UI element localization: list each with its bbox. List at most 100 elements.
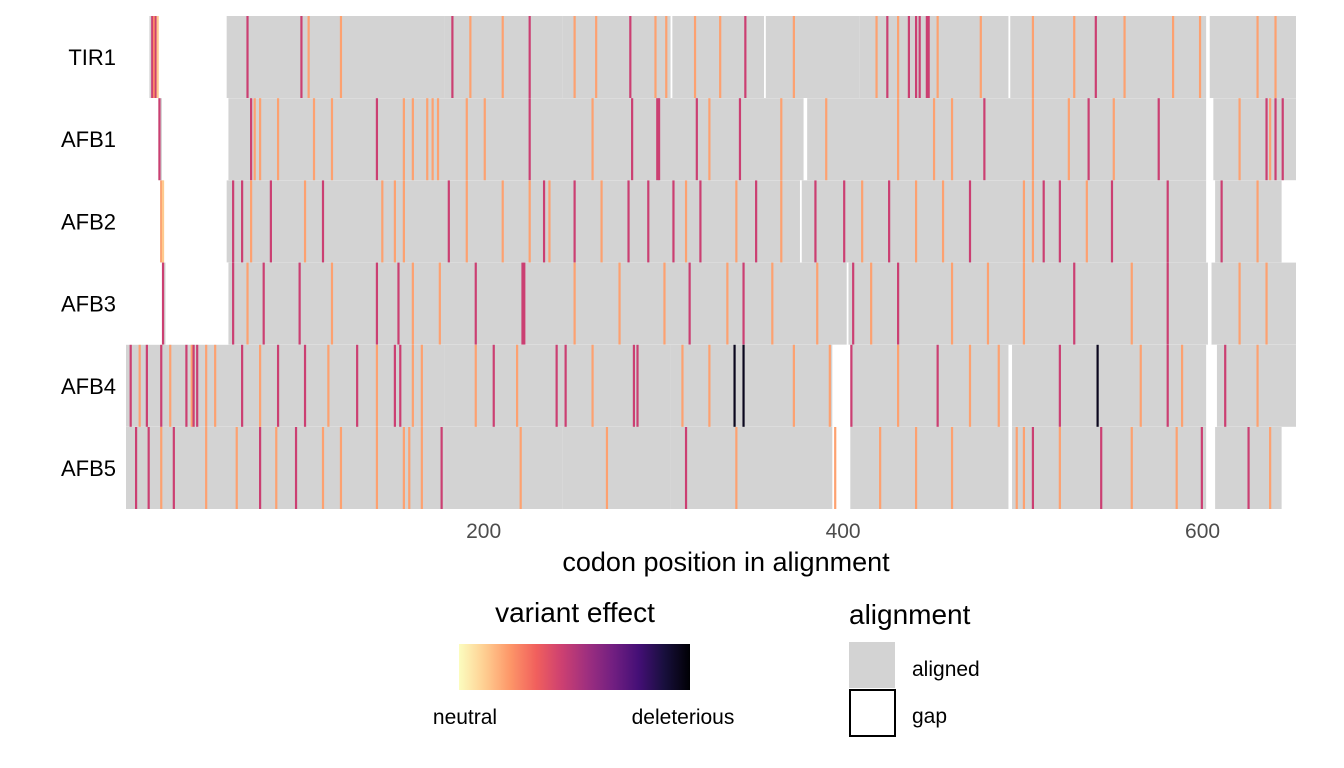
- variant-mark: [492, 344, 495, 427]
- variant-mark: [684, 427, 688, 509]
- variant-mark: [1139, 344, 1142, 427]
- variant-mark: [528, 180, 531, 263]
- variant-mark: [440, 427, 443, 509]
- variant-mark: [269, 180, 272, 263]
- heatmap-row-afb4: [126, 344, 1296, 427]
- variant-mark: [591, 98, 594, 181]
- variant-mark: [979, 16, 982, 98]
- variant-mark: [321, 427, 325, 509]
- variant-mark: [411, 344, 414, 427]
- variant-mark: [665, 16, 668, 98]
- variant-mark: [1166, 180, 1169, 263]
- aligned-segment: [670, 427, 833, 509]
- variant-mark: [465, 180, 468, 263]
- alignment-legend-title: alignment: [849, 599, 971, 630]
- variant-mark: [738, 98, 742, 181]
- variant-mark: [250, 180, 253, 263]
- variant-mark: [1238, 262, 1241, 345]
- variant-mark: [1058, 427, 1061, 509]
- aligned-segment: [1012, 427, 1207, 509]
- variant-mark: [695, 98, 698, 181]
- effect-legend: variant effect neutral deleterious: [433, 597, 734, 729]
- variant-mark: [483, 98, 486, 181]
- variant-mark: [726, 262, 729, 345]
- variant-mark: [1256, 16, 1259, 98]
- variant-mark: [573, 16, 576, 98]
- variant-mark: [160, 180, 163, 263]
- variant-mark: [861, 180, 864, 263]
- variant-mark: [402, 98, 405, 181]
- variant-mark: [1157, 98, 1160, 181]
- variant-mark: [688, 262, 691, 345]
- aligned-segment: [228, 98, 804, 181]
- variant-mark: [733, 344, 736, 427]
- variant-mark: [519, 427, 522, 509]
- x-tick-label: 200: [466, 520, 501, 543]
- variant-mark: [925, 16, 928, 98]
- aligned-segment: [670, 344, 833, 427]
- aligned-segment: [228, 262, 847, 345]
- variant-mark: [381, 180, 384, 263]
- variant-mark: [408, 427, 411, 509]
- variant-mark: [411, 98, 414, 181]
- variant-mark: [294, 427, 298, 509]
- variant-mark: [438, 262, 441, 345]
- variant-mark: [870, 262, 873, 345]
- row-labels: TIR1 AFB1 AFB2 AFB3 AFB4 AFB5: [61, 45, 116, 481]
- variant-mark: [936, 16, 939, 98]
- aligned-segment: [126, 427, 445, 509]
- variant-mark: [528, 16, 531, 98]
- variant-mark: [897, 98, 900, 181]
- variant-mark: [1100, 427, 1103, 509]
- variant-mark: [1171, 16, 1175, 98]
- variant-mark: [169, 344, 172, 427]
- variant-mark: [681, 344, 684, 427]
- row-label-afb3: AFB3: [61, 292, 116, 317]
- aligned-segment: [672, 16, 765, 98]
- variant-mark: [914, 16, 918, 98]
- variant-mark: [927, 16, 930, 98]
- variant-mark: [145, 344, 148, 427]
- variant-mark: [303, 344, 307, 427]
- variant-mark: [647, 180, 650, 263]
- variant-mark: [735, 180, 738, 263]
- variant-mark: [192, 344, 195, 427]
- variant-mark: [636, 344, 639, 427]
- aligned-segment: [126, 344, 445, 427]
- variant-mark: [516, 344, 519, 427]
- variant-mark: [1022, 427, 1026, 509]
- variant-mark: [1220, 180, 1223, 263]
- variant-mark: [411, 262, 414, 345]
- effect-legend-low-label: neutral: [433, 706, 497, 729]
- variant-mark: [420, 427, 423, 509]
- variant-mark: [275, 427, 278, 509]
- variant-mark: [523, 262, 526, 345]
- variant-mark: [1031, 16, 1035, 98]
- alignment-legend: alignment aligned gap: [849, 599, 980, 737]
- variant-mark: [618, 262, 621, 345]
- aligned-segment: [444, 427, 563, 509]
- variant-mark: [1042, 180, 1045, 263]
- x-axis-ticks: 200 400 600: [466, 520, 1220, 543]
- variant-mark: [1112, 98, 1115, 181]
- variant-mark: [129, 344, 132, 427]
- variant-mark: [897, 262, 900, 345]
- variant-mark: [330, 262, 334, 345]
- variant-mark: [735, 427, 738, 509]
- heatmap-row-afb3: [161, 262, 1296, 345]
- variant-mark: [1166, 262, 1169, 345]
- variant-mark: [501, 180, 504, 263]
- variant-mark: [214, 344, 217, 427]
- variant-mark: [672, 180, 675, 263]
- aligned-segment: [765, 16, 860, 98]
- variant-mark: [172, 427, 175, 509]
- x-axis-title: codon position in alignment: [562, 547, 890, 577]
- variant-mark: [393, 180, 396, 263]
- variant-mark: [983, 98, 986, 181]
- variant-mark: [816, 262, 819, 345]
- x-tick-label: 600: [1185, 520, 1220, 543]
- variant-mark: [825, 98, 828, 181]
- variant-mark: [420, 344, 423, 427]
- variant-mark: [1031, 98, 1035, 181]
- variant-mark: [1274, 98, 1277, 181]
